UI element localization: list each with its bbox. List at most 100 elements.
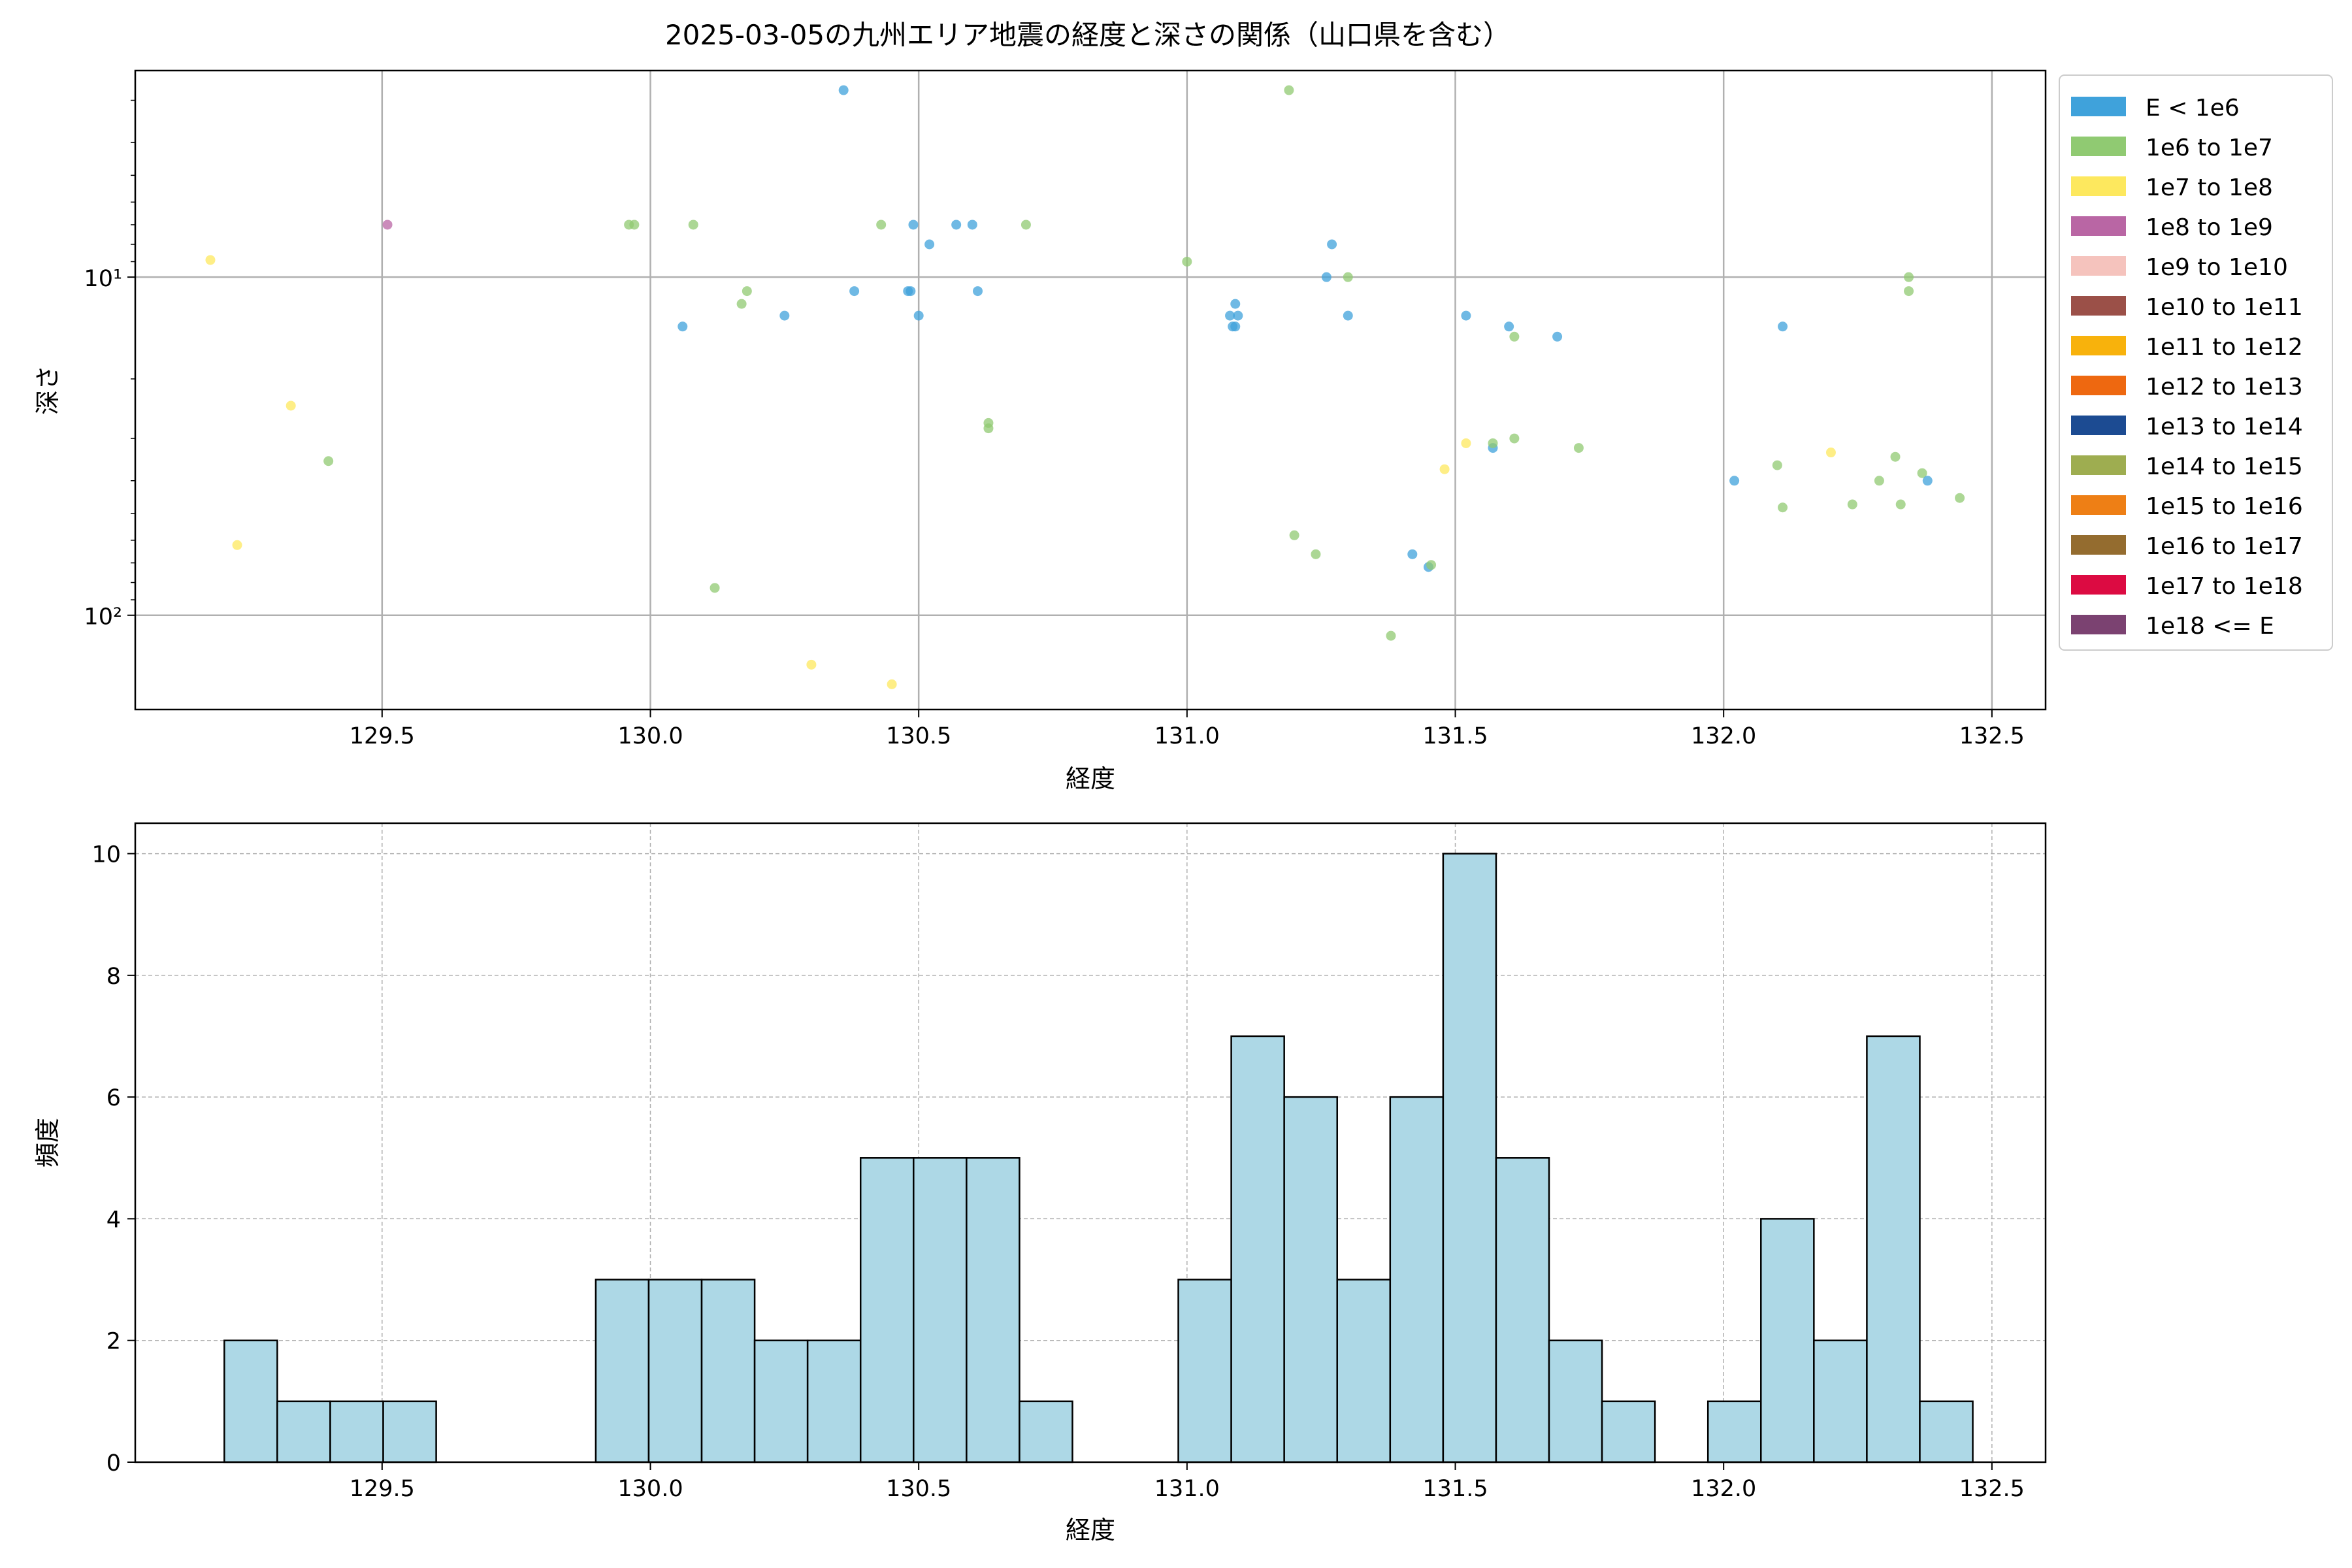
legend-swatch [2071,575,2126,595]
scatter-point [1439,464,1450,474]
scatter-point [1327,239,1337,250]
legend-label: 1e6 to 1e7 [2146,135,2273,161]
scatter-point [1772,460,1782,470]
scatter-point [1904,286,1914,297]
legend-label: 1e16 to 1e17 [2146,533,2303,560]
histogram-bar [382,1400,437,1463]
scatter-point [967,220,977,230]
scatter-point [1955,493,1965,503]
scatter-point [1230,299,1241,309]
scatter-x-ticks: 129.5 130.0 130.5 131.0 131.5 132.0 132.5 [350,710,2025,749]
scatter-point [779,310,790,321]
histogram-y-tick-label: 8 [106,964,121,990]
scatter-point [1874,476,1884,486]
scatter-point [286,400,296,411]
histogram-bar [276,1400,331,1463]
legend-label: 1e15 to 1e16 [2146,493,2303,520]
scatter-point [1461,310,1471,321]
legend-label: 1e11 to 1e12 [2146,334,2303,361]
scatter-y-tick-label: 10¹ [84,266,122,292]
scatter-x-axis-label: 経度 [1066,764,1115,793]
legend-frame [2059,74,2333,651]
histogram-bars [223,853,1974,1463]
histogram-y-tick-label: 4 [106,1207,121,1233]
legend-swatch [2071,615,2126,634]
histogram-bar [1919,1400,1974,1463]
legend-label: 1e14 to 1e15 [2146,453,2303,480]
legend-items: E < 1e6 1e6 to 1e7 1e7 to 1e8 1e8 to 1e9 1e9… [2071,95,2303,640]
legend-swatch [2071,296,2126,316]
histogram-panel: 129.5 130.0 130.5 131.0 131.5 132.0 132.5 0 2 4 6… [33,822,2047,1544]
legend: E < 1e6 1e6 to 1e7 1e7 to 1e8 1e8 to 1e9 1e9… [2059,74,2333,651]
scatter-x-tick-label: 130.0 [617,723,683,749]
legend-label: 1e17 to 1e18 [2146,573,2303,600]
histogram-y-ticks: 0 2 4 6 8 10 [91,842,135,1477]
scatter-point [951,220,962,230]
histogram-bar [595,1279,650,1463]
scatter-point [1225,310,1235,321]
histogram-x-tick-label: 132.0 [1691,1476,1756,1502]
scatter-point [1729,476,1740,486]
scatter-point [678,321,688,332]
scatter-point [1890,451,1901,462]
scatter-point [1386,630,1396,641]
histogram-axes-frame [134,822,2047,1463]
histogram-bar [1336,1279,1392,1463]
scatter-point [629,220,640,230]
scatter-point [1504,321,1514,332]
histogram-x-ticks: 129.5 130.0 130.5 131.0 131.5 132.0 132.5 [350,1462,2025,1502]
scatter-point [1825,448,1836,458]
histogram-bar [1177,1279,1232,1463]
histogram-bar [753,1339,809,1463]
scatter-x-tick-label: 131.0 [1154,723,1220,749]
legend-swatch [2071,495,2126,515]
scatter-y-tick-label: 10² [84,604,122,630]
scatter-point [973,286,983,297]
histogram-bar [1283,1096,1338,1463]
legend-swatch [2071,176,2126,196]
scatter-point [1895,499,1906,510]
histogram-bar [1389,1096,1445,1463]
histogram-bar [966,1157,1021,1463]
scatter-point [1778,502,1788,513]
scatter-point [983,417,994,428]
scatter-point [1233,310,1243,321]
scatter-point [710,583,720,593]
histogram-bar [329,1400,384,1463]
scatter-point [382,220,393,230]
scatter-point [1321,272,1331,282]
histogram-y-tick-label: 2 [106,1329,121,1355]
histogram-bar [913,1157,968,1463]
scatter-point [1407,549,1418,559]
histogram-bar [1760,1218,1815,1463]
histogram-x-tick-label: 129.5 [350,1476,415,1502]
scatter-point [1552,331,1563,342]
scatter-point [736,299,747,309]
scatter-point [1488,438,1498,448]
scatter-point [1343,272,1353,282]
scatter-point [232,540,242,550]
legend-swatch [2071,455,2126,475]
histogram-x-tick-label: 132.5 [1959,1476,2025,1502]
legend-label: 1e9 to 1e10 [2146,254,2288,281]
scatter-point [1922,476,1933,486]
scatter-x-tick-label: 131.5 [1422,723,1488,749]
scatter-point [1461,438,1471,448]
legend-label: 1e13 to 1e14 [2146,414,2303,440]
scatter-point [887,679,897,689]
histogram-y-tick-label: 6 [106,1085,121,1111]
scatter-point [1426,560,1437,570]
scatter-y-ticks: 10¹ 10² [84,99,135,630]
scatter-point [323,456,334,466]
scatter-point [1509,433,1520,444]
scatter-panel: 129.5 130.0 130.5 131.0 131.5 132.0 132.5 10¹1… [33,69,2047,793]
scatter-point [1182,256,1192,267]
histogram-bar [859,1157,915,1463]
scatter-point [1289,530,1299,540]
legend-swatch [2071,376,2126,395]
histogram-bar [806,1339,862,1463]
legend-swatch [2071,535,2126,555]
scatter-point [1847,499,1857,510]
